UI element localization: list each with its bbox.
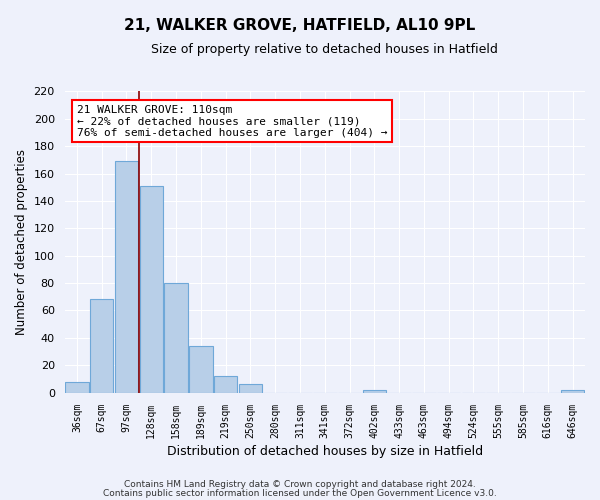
Text: Contains public sector information licensed under the Open Government Licence v3: Contains public sector information licen… — [103, 488, 497, 498]
Bar — [90, 300, 113, 392]
Text: Contains HM Land Registry data © Crown copyright and database right 2024.: Contains HM Land Registry data © Crown c… — [124, 480, 476, 489]
Text: 21 WALKER GROVE: 110sqm
← 22% of detached houses are smaller (119)
76% of semi-d: 21 WALKER GROVE: 110sqm ← 22% of detache… — [77, 104, 388, 138]
Bar — [189, 346, 212, 393]
Bar — [239, 384, 262, 392]
Bar — [140, 186, 163, 392]
X-axis label: Distribution of detached houses by size in Hatfield: Distribution of detached houses by size … — [167, 444, 483, 458]
Y-axis label: Number of detached properties: Number of detached properties — [15, 149, 28, 335]
Bar — [214, 376, 238, 392]
Bar — [362, 390, 386, 392]
Bar — [115, 161, 138, 392]
Bar — [65, 382, 89, 392]
Title: Size of property relative to detached houses in Hatfield: Size of property relative to detached ho… — [151, 42, 498, 56]
Bar — [561, 390, 584, 392]
Bar — [164, 283, 188, 393]
Text: 21, WALKER GROVE, HATFIELD, AL10 9PL: 21, WALKER GROVE, HATFIELD, AL10 9PL — [124, 18, 476, 32]
